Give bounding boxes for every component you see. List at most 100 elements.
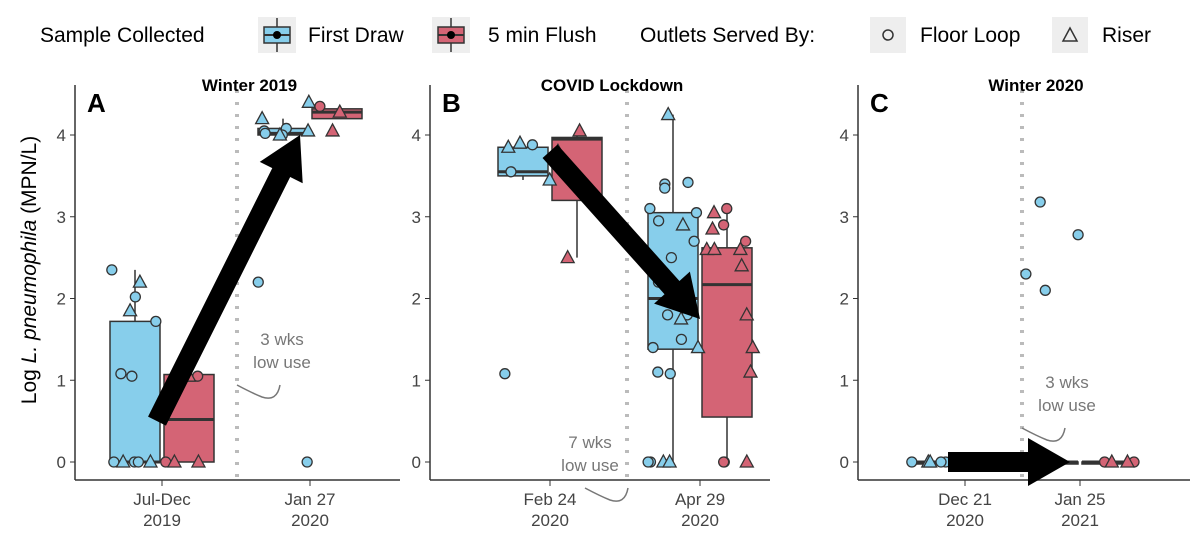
point-riser (1104, 453, 1120, 468)
legend-title-outlets: Outlets Served By: (640, 24, 815, 47)
point-floor-loop (688, 235, 700, 247)
panel-c: 0 1 2 3 4 C Winter 2020 Dec 21 2020 Jan 25 2021 3 w… (840, 76, 1190, 530)
point-floor-loop (115, 368, 127, 380)
y-tick-label: 0 (840, 453, 849, 472)
point-riser (675, 216, 691, 231)
point-riser (690, 339, 706, 354)
panel-b: 0 1 2 3 4 B COVID Lockdown Feb 24 2020 Apr 29 2020… (412, 76, 770, 530)
point-floor-loop (647, 341, 659, 354)
point-floor-loop (644, 202, 656, 215)
point-floor-loop (721, 202, 733, 215)
y-tick-label: 1 (840, 371, 849, 390)
point-riser (745, 339, 761, 354)
point-riser (542, 171, 558, 186)
point-floor-loop (1034, 196, 1046, 208)
point-riser (734, 257, 750, 272)
point-riser (132, 273, 148, 288)
point-floor-loop (642, 456, 654, 468)
legend-label-floor-loop: Floor Loop (920, 24, 1020, 47)
legend-label-riser: Riser (1102, 24, 1151, 47)
x-tick-label: 2020 (681, 511, 719, 530)
point-floor-loop (1020, 268, 1032, 280)
point-riser (732, 241, 748, 256)
point-riser (142, 453, 159, 468)
point-floor-loop (935, 456, 947, 468)
point-riser (560, 249, 576, 264)
y-tick-label: 3 (57, 208, 66, 227)
x-tick-label: 2020 (291, 511, 329, 530)
point-riser (739, 306, 755, 321)
point-riser (660, 106, 676, 121)
y-tick-label: 4 (412, 126, 421, 145)
box (701, 247, 753, 418)
panel-letter: C (870, 88, 889, 118)
point-floor-loop (661, 309, 674, 321)
point-riser (301, 93, 317, 108)
x-tick-label: Apr 29 (675, 490, 725, 509)
point-floor-loop (690, 207, 703, 219)
point-floor-loop (106, 264, 118, 276)
annotation-squiggle (236, 384, 281, 399)
point-riser (571, 122, 588, 137)
point-riser (324, 122, 341, 137)
y-tick-label: 0 (412, 453, 421, 472)
point-riser (1119, 453, 1136, 468)
panel-letter: B (442, 88, 461, 118)
point-riser (706, 204, 722, 219)
y-tick-label: 1 (57, 371, 66, 390)
low-use-annotation: 7 wks (568, 433, 611, 452)
point-riser (254, 110, 270, 125)
y-tick-label: 4 (840, 126, 849, 145)
point-riser (122, 302, 138, 317)
y-tick-label: 2 (57, 290, 66, 309)
low-use-annotation: low use (253, 353, 311, 372)
point-floor-loop (129, 291, 142, 303)
point-floor-loop (1072, 229, 1084, 241)
point-floor-loop (659, 182, 671, 194)
point-riser (704, 220, 721, 235)
arrow-icon (148, 135, 303, 426)
point-riser (115, 453, 131, 468)
y-tick-label: 3 (412, 208, 421, 227)
point-floor-loop (675, 333, 688, 346)
low-use-annotation: 3 wks (1045, 373, 1088, 392)
arrow-icon (948, 438, 1070, 486)
point-floor-loop (1039, 284, 1051, 296)
point-floor-loop (717, 219, 730, 231)
x-tick-label: Jan 25 (1054, 490, 1105, 509)
y-tick-label: 4 (57, 126, 66, 145)
legend-label-first-draw: First Draw (308, 24, 404, 47)
panel-letter: A (87, 88, 106, 118)
point-riser (332, 103, 348, 118)
point-riser (706, 241, 722, 256)
point-floor-loop (314, 100, 326, 113)
point-floor-loop (906, 456, 918, 468)
panel-a: 0 1 2 3 4 A Winter 2019 Jul-Dec 2019 Jan 27 2020 3 … (57, 76, 400, 530)
point-floor-loop (301, 456, 313, 468)
legend-title-sample: Sample Collected (40, 24, 205, 47)
y-tick-label: 3 (840, 208, 849, 227)
point-floor-loop (682, 176, 694, 189)
panel-title: Winter 2019 (202, 76, 297, 95)
point-floor-loop (259, 127, 271, 140)
point-floor-loop (665, 251, 678, 264)
point-riser (272, 126, 288, 141)
x-tick-label: 2020 (531, 511, 569, 530)
point-riser (166, 453, 183, 468)
point-riser (739, 453, 755, 468)
low-use-annotation: 3 wks (260, 330, 303, 349)
y-tick-label: 2 (412, 290, 421, 309)
point-riser (662, 453, 678, 468)
arrow-icon (542, 144, 700, 319)
point-riser (512, 134, 528, 149)
panel-title: Winter 2020 (988, 76, 1083, 95)
y-tick-label: 1 (412, 371, 421, 390)
point-floor-loop (652, 366, 664, 378)
point-floor-loop (526, 139, 539, 151)
x-tick-label: Dec 21 (938, 490, 992, 509)
x-tick-label: Jul-Dec (133, 490, 191, 509)
x-tick-label: Jan 27 (284, 490, 335, 509)
point-riser (190, 453, 207, 468)
low-use-annotation: low use (1038, 396, 1096, 415)
